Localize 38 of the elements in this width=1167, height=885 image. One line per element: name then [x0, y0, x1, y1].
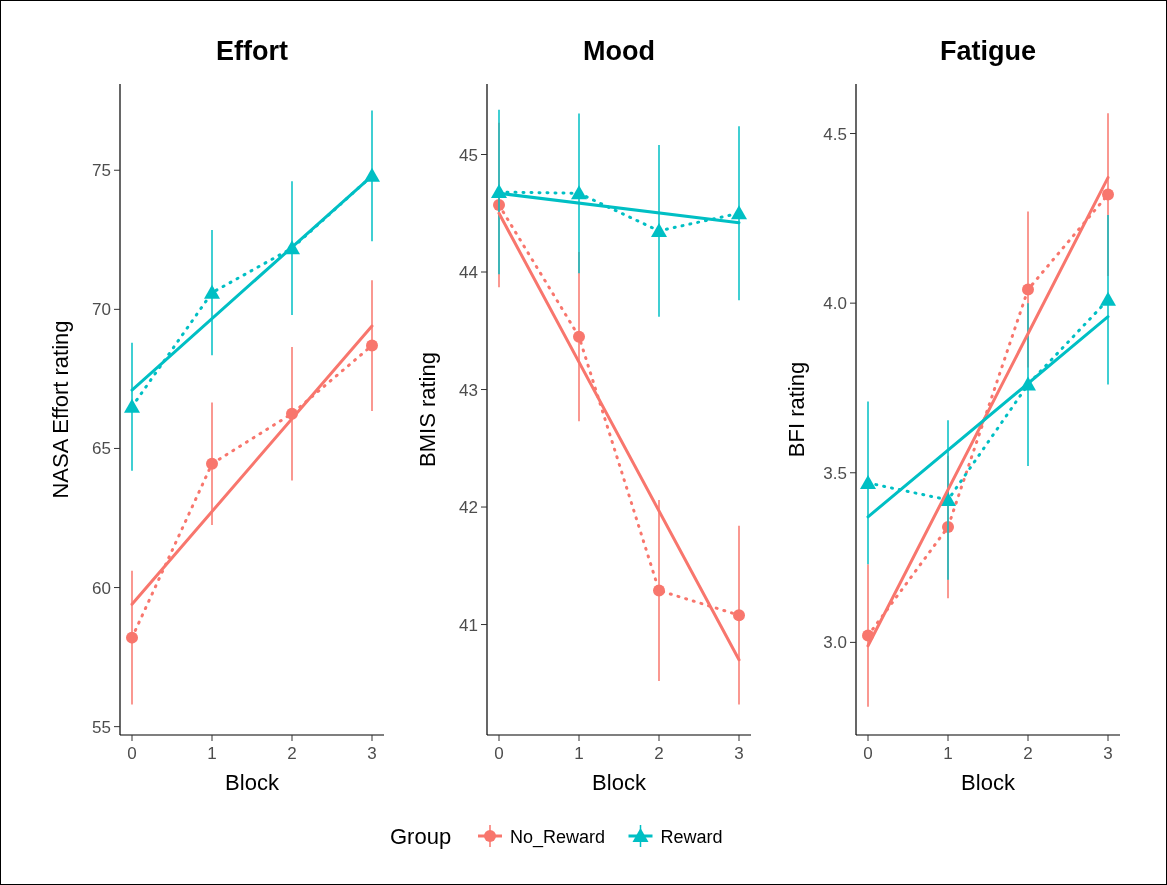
y-tick-label: 4.5: [823, 124, 847, 144]
x-tick-label: 0: [863, 744, 873, 763]
x-tick-label: 0: [127, 744, 137, 763]
y-tick-label: 41: [459, 615, 478, 635]
x-tick-label: 1: [574, 744, 584, 763]
x-tick-label: 3: [734, 744, 744, 763]
y-tick-label: 75: [92, 161, 111, 181]
y-axis-title: NASA Effort rating: [48, 320, 73, 499]
x-tick-label: 2: [654, 744, 664, 763]
y-tick-label: 44: [459, 263, 478, 283]
x-tick-label: 1: [943, 744, 953, 763]
chart-title: Effort: [216, 36, 288, 66]
y-tick-label: 45: [459, 145, 478, 165]
x-tick-label: 2: [287, 744, 297, 763]
y-tick-label: 70: [92, 300, 111, 320]
legend-label: Reward: [660, 827, 723, 847]
y-axis-title: BMIS rating: [415, 352, 440, 467]
chart-title: Fatigue: [939, 36, 1037, 66]
y-tick-label: 42: [459, 498, 478, 518]
y-tick-label: 55: [92, 717, 111, 737]
x-axis-title: Block: [225, 770, 280, 795]
x-tick-label: 3: [367, 744, 377, 763]
x-axis-title: Block: [592, 770, 647, 795]
y-tick-label: 3.5: [823, 463, 847, 483]
y-tick-label: 43: [459, 380, 478, 400]
x-tick-label: 2: [1023, 744, 1033, 763]
legend-label: No_Reward: [510, 827, 606, 848]
x-tick-label: 0: [494, 744, 504, 763]
y-axis-title: BFI rating: [784, 361, 809, 458]
legend-title: Group: [390, 824, 452, 849]
x-tick-label: 1: [207, 744, 217, 763]
y-tick-label: 3.0: [823, 633, 847, 653]
y-tick-label: 4.0: [823, 294, 847, 314]
y-tick-label: 65: [92, 439, 111, 459]
chart-title: Mood: [583, 36, 655, 66]
x-axis-title: Block: [961, 770, 1016, 795]
x-tick-label: 3: [1103, 744, 1113, 763]
y-tick-label: 60: [92, 578, 111, 598]
